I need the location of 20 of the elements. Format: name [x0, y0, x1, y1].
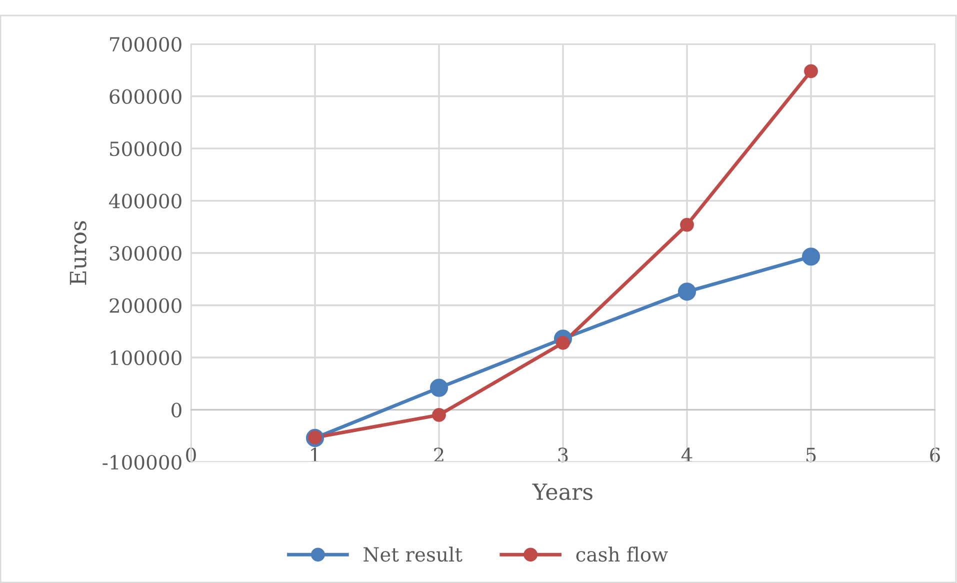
y-tick-label: 600000 — [110, 89, 182, 104]
y-tick-label: 300000 — [110, 246, 182, 261]
point — [804, 64, 818, 78]
point — [432, 408, 446, 422]
point — [802, 248, 820, 266]
legend-label: cash flow — [576, 546, 668, 562]
y-tick-label: 700000 — [110, 36, 182, 52]
y-tick-label: 0 — [172, 402, 182, 418]
y-tick-label: -100000 — [102, 454, 182, 470]
x-tick-label: 0 — [186, 448, 196, 462]
y-tick-label: 400000 — [109, 194, 182, 208]
y-tick-label: 200000 — [110, 298, 182, 313]
point — [430, 378, 448, 397]
y-axis-title: Euros — [70, 221, 86, 285]
x-axis-title: Years — [532, 484, 592, 500]
legend-label: Net result — [364, 546, 462, 562]
y-tick-label: 100000 — [110, 350, 182, 366]
point — [678, 282, 696, 301]
y-tick-label: 500000 — [110, 141, 182, 156]
point — [680, 218, 694, 232]
